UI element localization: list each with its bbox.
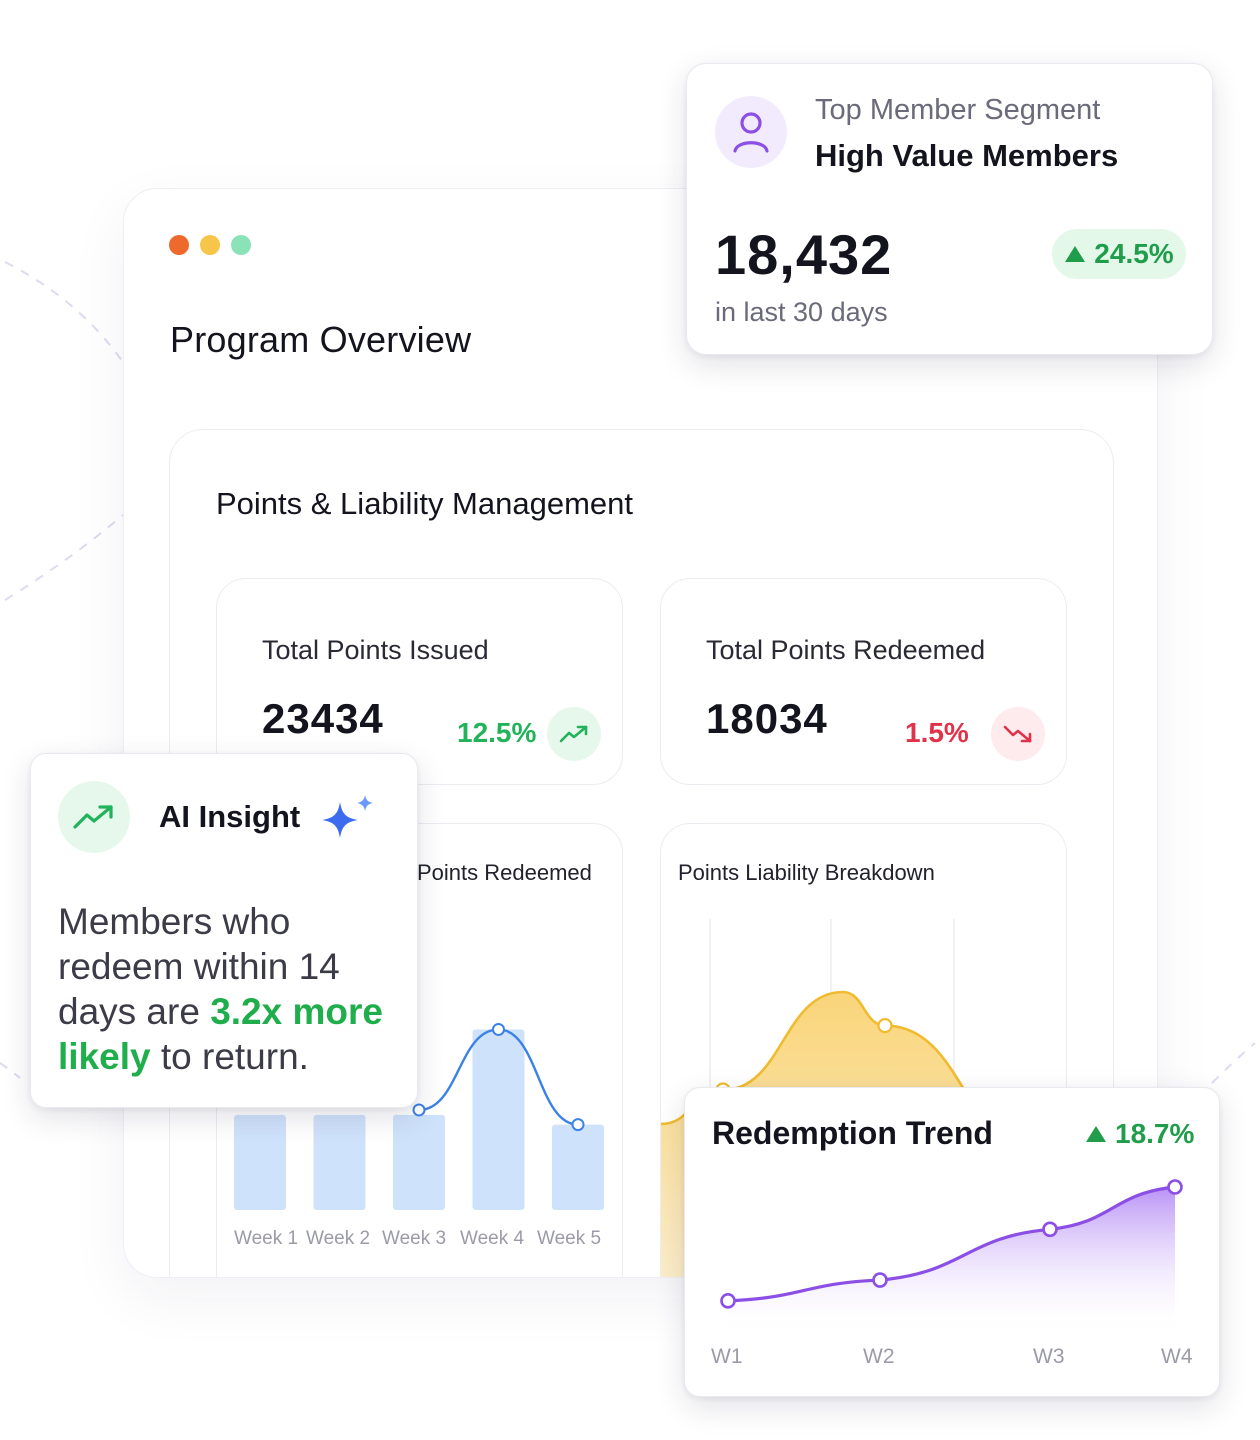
ai-body-text: Members who redeem within 14 days are: [58, 901, 340, 1032]
bar-chart-svg: [234, 1022, 604, 1210]
bar: [472, 1029, 525, 1210]
panel-title: Points & Liability Management: [216, 486, 634, 521]
trend-point: [571, 1118, 585, 1132]
stat-card-points-issued[interactable]: Total Points Issued 23434 12.5%: [216, 578, 623, 785]
stat-card-points-redeemed[interactable]: Total Points Redeemed 18034 1.5%: [660, 578, 1067, 785]
x-tick-label: W1: [711, 1345, 743, 1368]
sparkle-icon: [322, 795, 373, 838]
segment-kicker: Top Member Segment: [815, 94, 1101, 126]
window-controls: [169, 235, 251, 255]
minimize-dot[interactable]: [200, 235, 220, 255]
trend-point: [412, 1103, 426, 1117]
trend-point: [872, 1272, 888, 1288]
bar: [393, 1114, 445, 1210]
x-tick-label: Week 1: [234, 1228, 299, 1249]
ai-body-highlight: 3.2x more likely: [58, 991, 383, 1077]
x-tick-label: W4: [1161, 1345, 1193, 1368]
x-tick-label: Week 2: [306, 1228, 371, 1249]
trend-title: Redemption Trend: [712, 1115, 993, 1151]
segment-value: 18,432: [715, 223, 893, 286]
segment-change: 24.5%: [1094, 238, 1174, 269]
stat-value: 18034: [706, 695, 828, 742]
stat-label: Total Points Redeemed: [706, 635, 986, 665]
bar: [234, 1114, 286, 1210]
page-title: Program Overview: [170, 319, 472, 360]
chart-title: Points Liability Breakdown: [678, 860, 935, 885]
redemption-trend-card[interactable]: Redemption Trend 18.7% W1 W2 W3 W4: [684, 1087, 1220, 1397]
trend-change-value: 18.7%: [1115, 1118, 1195, 1149]
chart-title: Points Redeemed: [417, 860, 592, 885]
stat-value: 23434: [262, 695, 384, 742]
x-tick-label: W3: [1033, 1345, 1065, 1368]
stat-label: Total Points Issued: [262, 635, 489, 665]
triangle-up-icon: [1086, 1126, 1106, 1142]
maximize-dot[interactable]: [231, 235, 251, 255]
top-segment-card[interactable]: Top Member Segment High Value Members 18…: [686, 63, 1213, 355]
x-tick-label: Week 5: [537, 1228, 602, 1249]
trend-line: [727, 1185, 1176, 1303]
segment-change-badge: 24.5%: [1052, 229, 1186, 279]
ai-insight-card[interactable]: AI Insight Members who redeem within 14 …: [30, 753, 418, 1108]
area-point: [877, 1018, 893, 1034]
trending-up-icon: [58, 781, 130, 853]
trending-up-icon: [547, 707, 601, 761]
close-dot[interactable]: [169, 235, 189, 255]
ai-insight-title: AI Insight: [159, 799, 301, 834]
ai-body-text: to return.: [150, 1036, 309, 1077]
trend-point: [1167, 1179, 1183, 1195]
segment-period: in last 30 days: [715, 297, 888, 327]
stat-change: 1.5%: [905, 717, 969, 748]
stat-change: 12.5%: [457, 717, 537, 748]
trending-down-icon: [991, 707, 1045, 761]
trend-point: [1042, 1221, 1058, 1238]
trend-change: 18.7%: [1085, 1118, 1194, 1150]
bar: [552, 1124, 604, 1210]
triangle-up-icon: [1065, 246, 1086, 262]
x-tick-label: Week 3: [382, 1228, 447, 1249]
segment-name: High Value Members: [815, 138, 1119, 173]
trend-point: [720, 1293, 736, 1309]
bar: [313, 1114, 366, 1210]
ai-insight-body: Members who redeem within 14 days are 3.…: [58, 899, 403, 1079]
x-tick-label: Week 4: [460, 1228, 525, 1249]
x-tick-label: W2: [863, 1345, 895, 1368]
trend-chart-svg: [720, 1179, 1183, 1338]
user-icon: [715, 96, 787, 168]
trend-point: [492, 1022, 505, 1036]
